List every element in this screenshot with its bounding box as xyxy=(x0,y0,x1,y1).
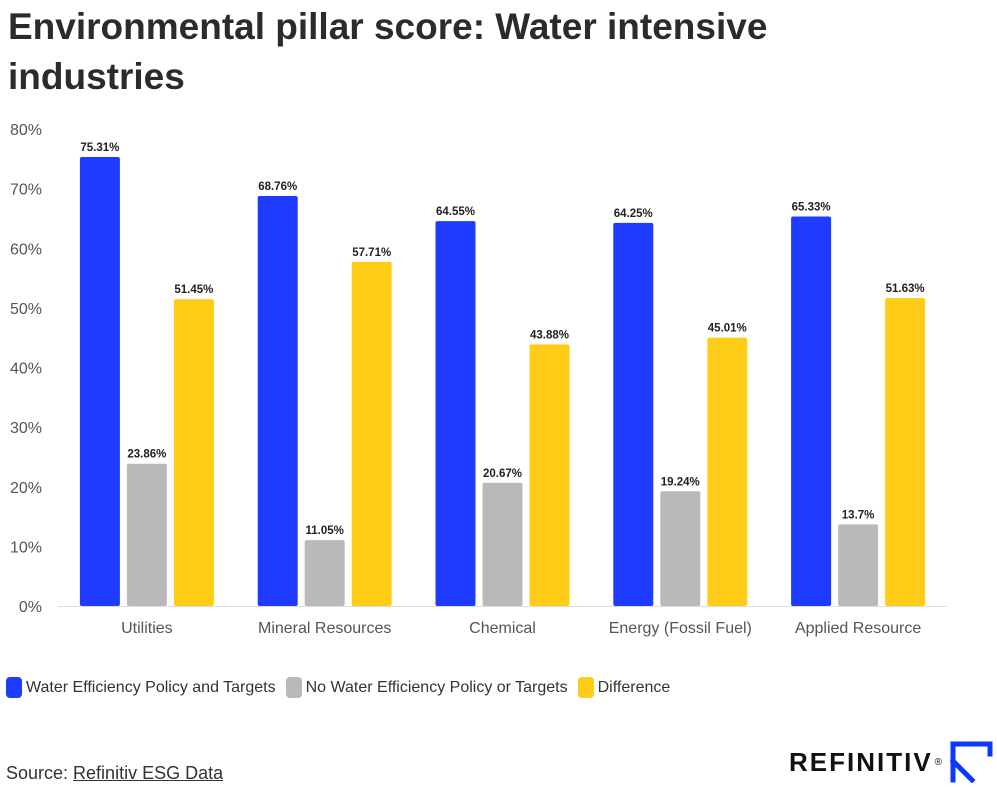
x-tick-label: Chemical xyxy=(469,620,536,637)
x-tick-label: Utilities xyxy=(121,620,173,637)
y-tick-label: 70% xyxy=(10,182,42,199)
x-axis: Utilities Mineral Resources Chemical Energy… xyxy=(58,606,947,637)
legend-item-difference[interactable]: Difference xyxy=(577,677,671,698)
data-label: 75.31% xyxy=(80,142,119,154)
legend-swatch-gray xyxy=(285,677,302,698)
y-tick-label: 20% xyxy=(10,480,42,497)
legend-item-water-efficiency[interactable]: Water Efficiency Policy and Targets xyxy=(6,677,276,698)
data-label: 20.67% xyxy=(483,468,522,480)
refinitiv-logo: REFINITIV ® xyxy=(789,741,994,783)
y-tick-label: 80% xyxy=(10,122,42,139)
logo-wordmark: REFINITIV xyxy=(789,746,933,777)
data-label: 68.76% xyxy=(258,181,297,193)
y-tick-label: 30% xyxy=(10,420,42,437)
chart-title: Environmental pillar score: Water intens… xyxy=(8,6,768,97)
data-label: 51.45% xyxy=(174,284,213,296)
bar xyxy=(660,491,701,606)
data-label: 19.24% xyxy=(661,476,700,488)
bar xyxy=(257,196,298,606)
bar xyxy=(613,222,654,607)
x-tick-label: Energy (Fossil Fuel) xyxy=(609,620,752,637)
bar xyxy=(791,216,832,606)
legend-label: Water Efficiency Policy and Targets xyxy=(26,678,276,696)
data-label: 23.86% xyxy=(127,449,166,461)
y-tick-label: 50% xyxy=(10,301,42,318)
bar xyxy=(838,524,879,606)
legend-label: Difference xyxy=(597,678,671,696)
bar xyxy=(304,540,345,606)
source-link[interactable]: Refinitiv ESG Data xyxy=(73,763,224,783)
source-note: Source: Refinitiv ESG Data xyxy=(6,763,223,784)
legend-swatch-blue xyxy=(6,677,22,698)
y-tick-label: 0% xyxy=(19,599,42,616)
data-label: 13.7% xyxy=(842,509,875,521)
y-tick-label: 60% xyxy=(10,241,42,258)
data-label: 57.71% xyxy=(352,247,391,259)
bar xyxy=(435,221,476,606)
refinitiv-mark-icon xyxy=(950,741,993,783)
bar xyxy=(529,344,570,606)
legend-label: No Water Efficiency Policy or Targets xyxy=(305,678,568,696)
data-label: 64.55% xyxy=(436,206,475,218)
bar xyxy=(173,299,214,606)
bar xyxy=(707,337,748,606)
data-label: 51.63% xyxy=(886,283,925,295)
bar xyxy=(351,261,392,606)
registered-mark: ® xyxy=(934,756,943,768)
data-label: 65.33% xyxy=(792,201,831,213)
bar xyxy=(79,156,120,607)
bars: 75.31% 23.86% 51.45% 68.76% 11.05% 57.71% 64.5… xyxy=(79,142,926,607)
y-axis: 0% 10% 20% 30% 40% 50% 60% 70% 80% xyxy=(10,122,42,616)
data-label: 11.05% xyxy=(306,525,344,537)
y-tick-label: 40% xyxy=(10,361,42,378)
x-tick-label: Mineral Resources xyxy=(258,620,391,637)
data-label: 45.01% xyxy=(708,323,747,335)
bar xyxy=(482,482,523,606)
legend: Water Efficiency Policy and Targets No W… xyxy=(6,677,680,698)
bar-chart: 0% 10% 20% 30% 40% 50% 60% 70% 80% 75.31% 23.86% 5… xyxy=(10,122,947,637)
y-tick-label: 10% xyxy=(10,539,42,556)
source-prefix: Source: xyxy=(6,763,74,783)
bar xyxy=(126,463,167,606)
data-label: 64.25% xyxy=(614,208,653,220)
x-tick-label: Applied Resource xyxy=(795,620,921,637)
bar xyxy=(885,298,926,606)
legend-item-no-water-efficiency[interactable]: No Water Efficiency Policy or Targets xyxy=(285,677,568,698)
legend-swatch-yellow xyxy=(577,677,594,698)
data-label: 43.88% xyxy=(530,329,569,341)
